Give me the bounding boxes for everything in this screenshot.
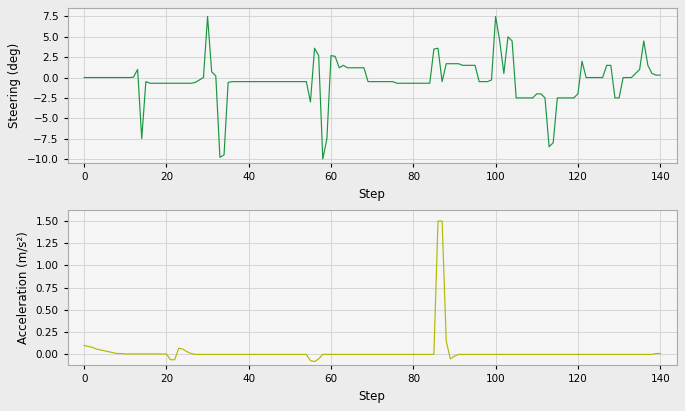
X-axis label: Step: Step — [359, 390, 386, 403]
Y-axis label: Acceleration (m/s²): Acceleration (m/s²) — [17, 231, 30, 344]
X-axis label: Step: Step — [359, 188, 386, 201]
Y-axis label: Steering (deg): Steering (deg) — [8, 43, 21, 128]
